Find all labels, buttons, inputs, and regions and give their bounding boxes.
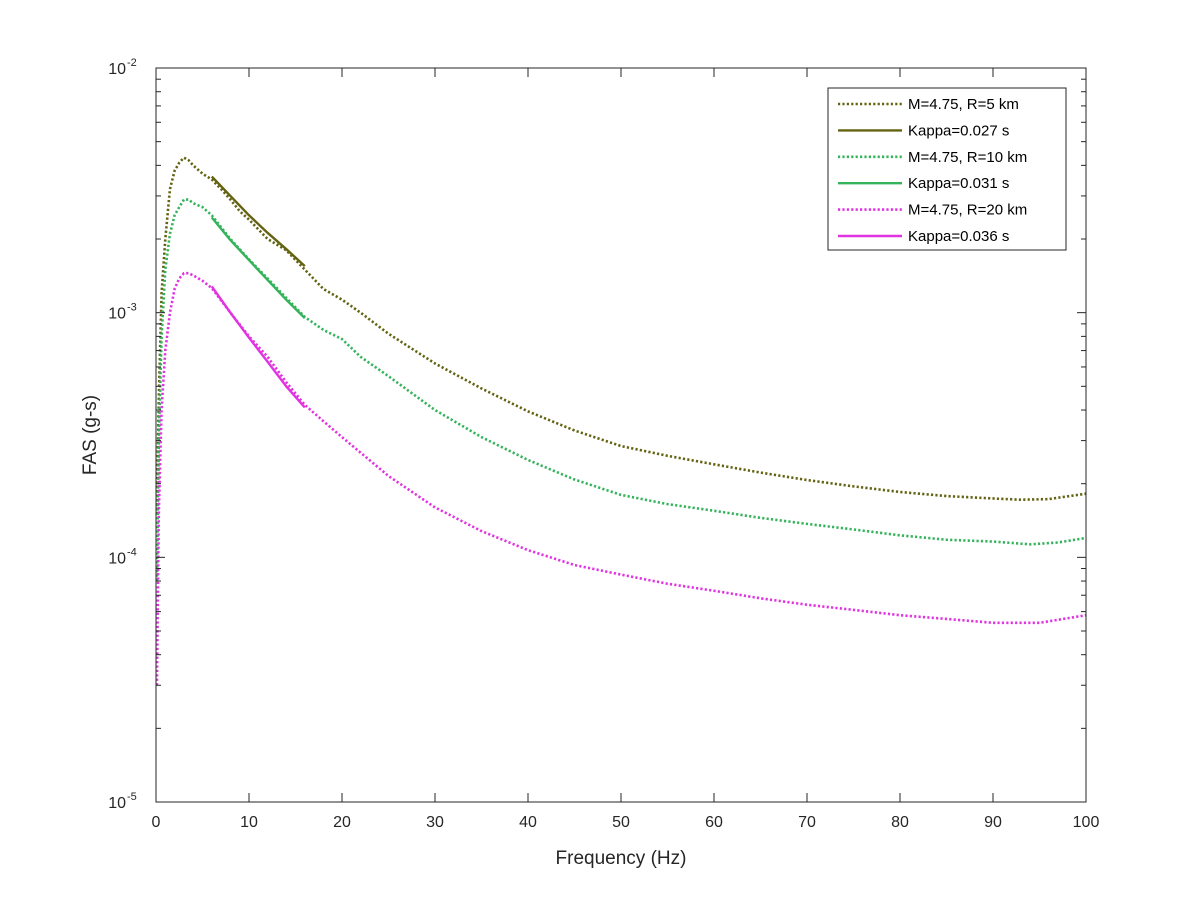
x-tick-label: 70 bbox=[798, 814, 816, 831]
x-tick-label: 80 bbox=[891, 814, 909, 831]
y-tick-exponent: -4 bbox=[127, 546, 137, 558]
series-line-3 bbox=[155, 198, 1087, 582]
legend-label-6: Kappa=0.036 s bbox=[908, 228, 1009, 245]
y-axis-label: FAS (g-s) bbox=[80, 395, 101, 475]
legend-label-5: M=4.75, R=20 km bbox=[908, 202, 1027, 219]
legend-label-4: Kappa=0.031 s bbox=[908, 175, 1009, 192]
series-line-6 bbox=[210, 285, 306, 409]
y-tick-exponent: -3 bbox=[127, 302, 137, 314]
legend: M=4.75, R=5 km Kappa=0.027 s M=4.75, R=10 … bbox=[827, 87, 1067, 251]
x-tick-label: 60 bbox=[705, 814, 723, 831]
legend-box bbox=[827, 87, 1067, 251]
y-tick-exponent: -2 bbox=[127, 57, 137, 69]
x-tick-label: 0 bbox=[152, 814, 161, 831]
series-layer bbox=[155, 156, 1087, 686]
x-tick-label: 20 bbox=[333, 814, 351, 831]
x-tick-label: 50 bbox=[612, 814, 630, 831]
series-line-2 bbox=[210, 175, 306, 267]
y-tick-label: 10 bbox=[108, 61, 126, 78]
series-line-4 bbox=[210, 216, 306, 319]
legend-entries: M=4.75, R=5 km Kappa=0.027 s M=4.75, R=10 … bbox=[838, 96, 1027, 245]
x-tick-label: 100 bbox=[1073, 814, 1100, 831]
x-tick-label: 10 bbox=[240, 814, 258, 831]
legend-label-3: M=4.75, R=10 km bbox=[908, 149, 1027, 166]
series-line-5 bbox=[155, 271, 1087, 686]
x-tick-label: 90 bbox=[984, 814, 1002, 831]
y-tick-exponent: -5 bbox=[127, 791, 137, 803]
x-axis-ticks: 0 10 20 30 40 50 60 70 80 90 100 bbox=[152, 68, 1100, 831]
y-tick-label: 10 bbox=[108, 550, 126, 567]
y-tick-label: 10 bbox=[108, 306, 126, 323]
legend-label-2: Kappa=0.027 s bbox=[908, 122, 1009, 139]
y-tick-label: 10 bbox=[108, 795, 126, 812]
x-tick-label: 40 bbox=[519, 814, 537, 831]
y-axis-ticks: 10-510-410-310-2 bbox=[108, 57, 1086, 812]
x-axis-label: Frequency (Hz) bbox=[556, 848, 687, 869]
legend-label-1: M=4.75, R=5 km bbox=[908, 96, 1019, 113]
x-tick-label: 30 bbox=[426, 814, 444, 831]
